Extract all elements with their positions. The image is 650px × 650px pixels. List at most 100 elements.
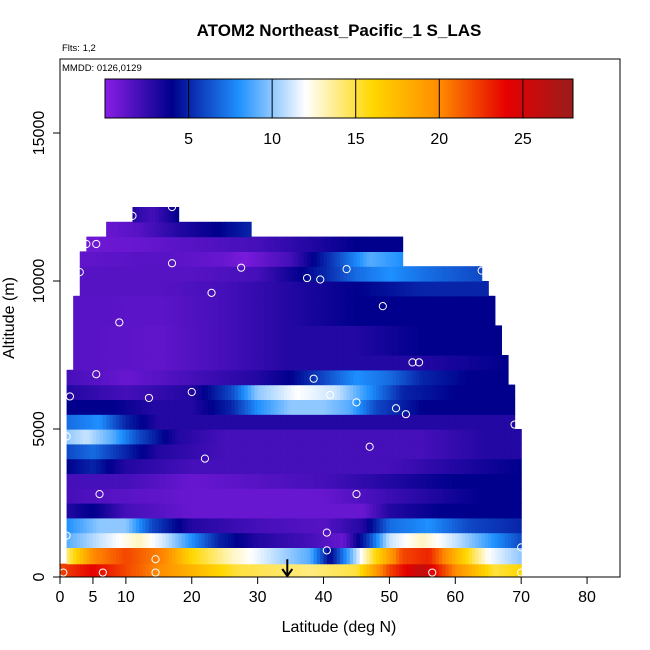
heatmap-cell <box>471 355 476 371</box>
heatmap-cell <box>158 547 163 565</box>
heatmap-cell <box>204 221 209 238</box>
heatmap-cell <box>158 295 163 326</box>
heatmap-cell <box>260 517 265 534</box>
heatmap-cell <box>455 473 460 489</box>
heatmap-cell <box>270 443 275 460</box>
heatmap-cell <box>122 369 127 386</box>
heatmap-cell <box>300 414 305 430</box>
heatmap-cell <box>132 251 137 267</box>
heatmap-cell <box>287 517 292 534</box>
heatmap-cell <box>195 295 199 326</box>
heatmap-cell <box>323 355 328 371</box>
heatmap-cell <box>349 369 354 386</box>
x-tick-label: 80 <box>578 589 596 606</box>
heatmap-cell <box>498 517 503 534</box>
heatmap-cell <box>300 429 305 445</box>
heatmap-cell <box>257 532 262 548</box>
heatmap-cell <box>326 473 331 489</box>
heatmap-cell <box>185 236 190 252</box>
heatmap-cell <box>228 355 232 371</box>
heatmap-cell <box>175 547 180 565</box>
heatmap-cell <box>106 251 111 267</box>
heatmap-cell <box>73 399 78 415</box>
heatmap-cell <box>185 473 190 489</box>
heatmap-cell <box>158 251 163 267</box>
heatmap-cell <box>195 266 199 282</box>
heatmap-cell <box>353 325 358 356</box>
heatmap-cell <box>307 399 311 415</box>
heatmap-cell <box>336 384 341 400</box>
heatmap-cell <box>102 325 107 356</box>
heatmap-cell <box>471 563 476 577</box>
heatmap-cell <box>343 399 348 415</box>
heatmap-cell <box>438 266 443 282</box>
heatmap-cell <box>287 488 292 504</box>
heatmap-cell <box>162 458 167 474</box>
heatmap-cell <box>438 563 443 577</box>
heatmap-cell <box>432 399 437 415</box>
heatmap-cell <box>172 384 176 400</box>
heatmap-cell <box>481 281 486 297</box>
heatmap-cell <box>208 517 213 534</box>
heatmap-cell <box>297 547 302 565</box>
heatmap-cell <box>267 355 272 371</box>
heatmap-cell <box>359 414 364 430</box>
sample-point <box>322 528 331 537</box>
heatmap-cell <box>346 355 351 371</box>
heatmap-cell <box>409 458 414 474</box>
heatmap-cell <box>300 547 305 565</box>
heatmap-cell <box>346 547 351 565</box>
heatmap-cell <box>195 399 199 415</box>
heatmap-cell <box>198 488 203 504</box>
heatmap-cell <box>241 473 246 489</box>
heatmap-cell <box>185 547 190 565</box>
heatmap-cell <box>172 517 176 534</box>
heatmap-cell <box>195 563 199 577</box>
heatmap-cell <box>455 429 460 445</box>
heatmap-cell <box>330 458 335 474</box>
heatmap-cell <box>471 399 476 415</box>
heatmap-cell <box>129 369 134 386</box>
heatmap-cell <box>399 563 404 577</box>
heatmap-cell <box>158 325 163 356</box>
heatmap-cell <box>366 458 371 474</box>
heatmap-cell <box>145 325 150 356</box>
heatmap-cell <box>119 236 124 252</box>
heatmap-cell <box>191 473 196 489</box>
heatmap-cell <box>445 369 450 386</box>
heatmap-cell <box>419 355 423 371</box>
heatmap-cell <box>392 355 397 371</box>
heatmap-cell <box>396 325 400 356</box>
heatmap-cell <box>303 369 308 386</box>
heatmap-cell <box>422 399 427 415</box>
heatmap-cell <box>158 281 163 297</box>
heatmap-cell <box>511 473 516 489</box>
heatmap-cell <box>165 325 170 356</box>
heatmap-cell <box>284 488 288 504</box>
heatmap-cell <box>241 221 246 238</box>
heatmap-cell <box>307 369 311 386</box>
heatmap-cell <box>251 251 255 267</box>
heatmap-cell <box>168 563 173 577</box>
heatmap-cell <box>363 503 367 519</box>
heatmap-cell <box>382 281 387 297</box>
heatmap-cell <box>267 295 272 326</box>
heatmap-cell <box>330 547 335 565</box>
heatmap-cell <box>116 503 120 519</box>
heatmap-cell <box>178 547 183 565</box>
heatmap-cell <box>218 399 223 415</box>
heatmap-cell <box>461 443 466 460</box>
heatmap-cell <box>86 369 91 386</box>
heatmap-cell <box>92 443 97 460</box>
heatmap-cell <box>382 399 387 415</box>
heatmap-cell <box>125 295 130 326</box>
heatmap-cell <box>438 532 443 548</box>
heatmap-cell <box>376 503 381 519</box>
heatmap-cell <box>303 251 308 267</box>
heatmap-cell <box>435 547 440 565</box>
heatmap-cell <box>195 443 199 460</box>
heatmap-cell <box>244 429 249 445</box>
heatmap-cell <box>488 355 493 371</box>
heatmap-cell <box>382 503 387 519</box>
heatmap-cell <box>333 503 338 519</box>
